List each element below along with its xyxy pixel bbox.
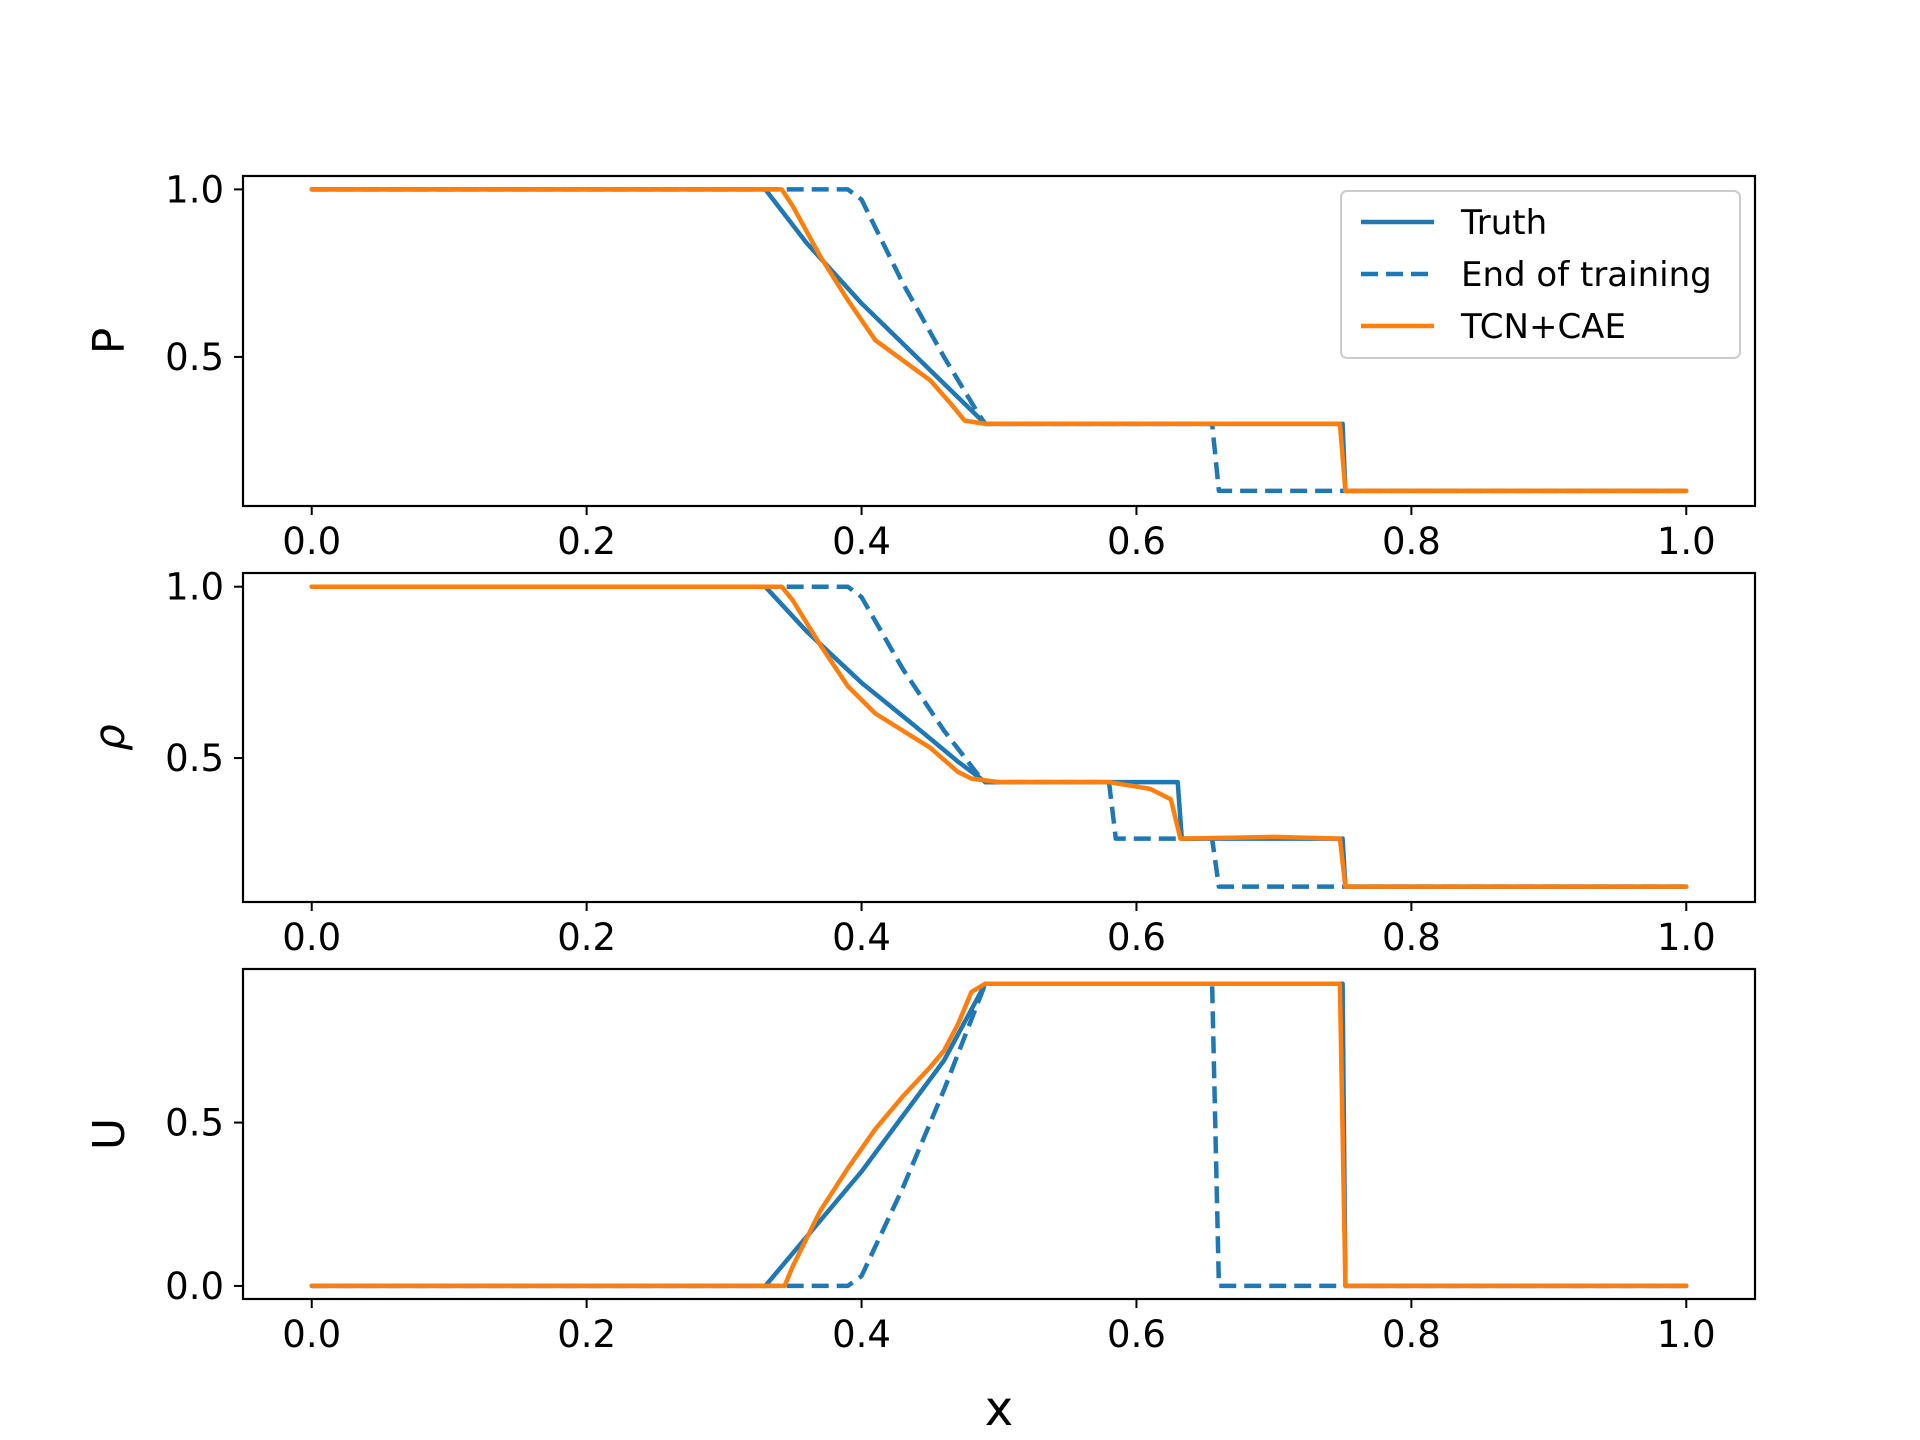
legend-label: TCN+CAE [1460,307,1626,347]
density-x-tick-label: 1.0 [1657,916,1716,959]
velocity-series-truth [309,981,1689,1289]
velocity-series-end-of-training [311,981,1687,1289]
velocity-x-tick-label: 0.6 [1107,1313,1166,1356]
pressure-y-tick-label: 1.0 [165,168,224,211]
pressure-y-tick-label: 0.5 [165,336,224,379]
pressure-x-tick-label: 0.2 [557,520,616,563]
subplot-velocity: 0.0 0.2 0.4 0.6 0.8 1.0 0.0 0.5 Ux [84,967,1757,1437]
legend: Truth End of training TCN+CAE [1340,190,1741,359]
density-x-tick-label: 0.8 [1382,916,1441,959]
pressure-x-tick-label: 1.0 [1657,520,1716,563]
pressure-x-tick-label: 0.8 [1382,520,1441,563]
density-x-tick-label: 0.4 [832,916,891,959]
density-y-tick-label: 0.5 [165,737,224,780]
pressure-x-tick-label: 0.6 [1107,520,1166,563]
legend-box [1340,190,1741,359]
x-axis-label: x [985,1381,1013,1437]
density-x-tick-label: 0.0 [282,916,341,959]
velocity-y-tick-label: 0.0 [165,1265,224,1308]
legend-label: Truth [1460,203,1547,243]
velocity-x-tick-label: 0.8 [1382,1313,1441,1356]
pressure-x-tick-label: 0.0 [282,520,341,563]
pressure-x-tick-label: 0.4 [832,520,891,563]
velocity-x-tick-label: 1.0 [1657,1313,1716,1356]
velocity-series-tcn-cae [309,981,1689,1289]
density-series-tcn-cae [309,584,1689,889]
legend-label: End of training [1461,255,1712,295]
velocity-x-tick-label: 0.2 [557,1313,616,1356]
velocity-axes-frame [241,967,1757,1301]
pressure-series-tcn-cae [309,187,1689,494]
velocity-x-tick-label: 0.0 [282,1313,341,1356]
density-x-tick-label: 0.6 [1107,916,1166,959]
pressure-axes-frame [241,174,1757,508]
pressure-y-axis-label: P [84,328,135,355]
density-x-tick-label: 0.2 [557,916,616,959]
density-series-truth [309,584,1689,889]
pressure-series-end-of-training [311,187,1687,494]
density-y-tick-label: 1.0 [165,566,224,609]
density-axes-frame [241,571,1757,904]
velocity-y-axis-label: U [84,1118,135,1150]
density-series-end-of-training [311,584,1687,889]
subplot-density: 0.0 0.2 0.4 0.6 0.8 1.0 0.5 1.0 ρ [85,566,1757,959]
subplot-pressure: 0.0 0.2 0.4 0.6 0.8 1.0 0.5 1.0 P Truth End of tra… [84,168,1757,563]
density-y-axis-label: ρ [85,724,134,751]
velocity-x-tick-label: 0.4 [832,1313,891,1356]
velocity-y-tick-label: 0.5 [165,1102,224,1145]
